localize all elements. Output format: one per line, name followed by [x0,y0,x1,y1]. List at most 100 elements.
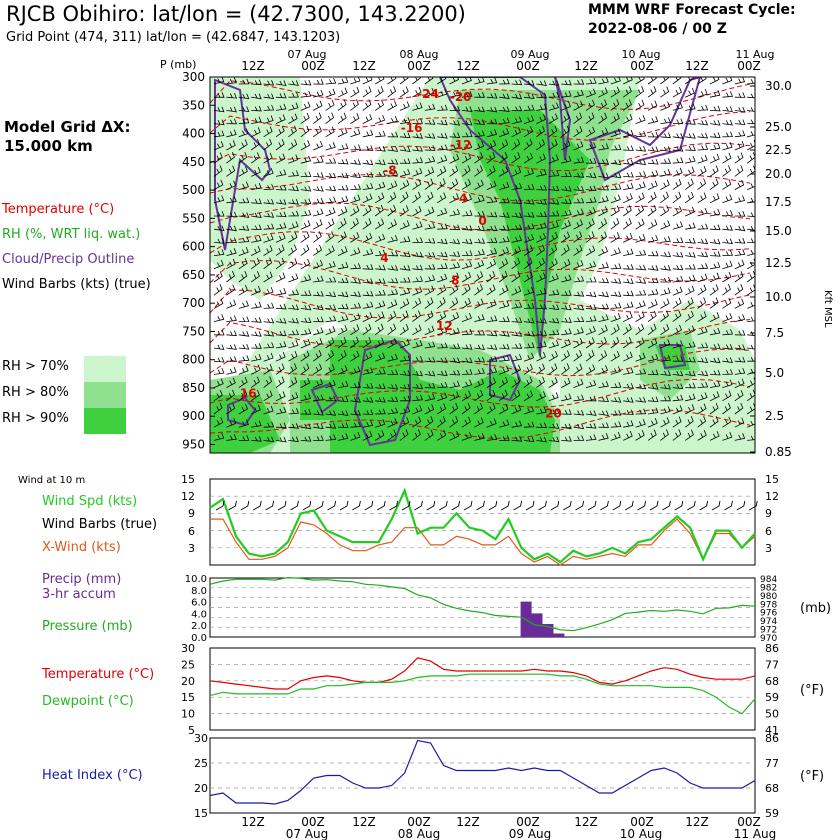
wind-barb [337,262,349,270]
wind-barb [436,403,447,415]
wind-barb [461,284,471,296]
wind-barb [511,389,521,402]
wind-barb [722,142,733,151]
wind-barb [585,196,597,204]
wind-barb [511,152,521,164]
wind-barb [585,207,596,217]
wind-barb [598,291,609,298]
wind-barb [213,389,223,402]
wind-barb [573,363,583,375]
wind-barb [474,165,483,177]
temp-right-tick: 77 [765,658,779,671]
wind-barb [300,328,312,336]
wind-barb [697,119,709,126]
wind-barb [561,436,572,442]
wind-barb [238,376,248,388]
height-tick-label: 5.0 [765,366,784,380]
wind-barb [313,290,324,297]
wind-barb [697,192,707,204]
wind-barb [263,80,275,86]
wind-barb [747,418,755,428]
wind-barb [412,86,422,98]
wind-barb [672,133,684,139]
wind-barb [288,185,299,192]
wind-barb [213,141,224,151]
wind-barb [684,429,694,441]
wind-barb [263,138,273,151]
wind-barb [709,430,720,441]
wind-barb [747,315,755,322]
wind-barb [437,88,448,98]
wind-barb [424,370,436,377]
wind-barb [635,249,647,256]
wind-barb [585,304,597,310]
legend-cloud: Cloud/Precip Outline [2,252,135,267]
wind-barb [672,356,684,362]
wind-barb [288,258,298,270]
wind-barb [337,231,347,243]
wind-barb [486,77,498,85]
wind-barb [474,179,484,190]
wind-barb [598,87,608,98]
wind-barb [598,127,609,138]
wind-barb [709,178,719,190]
wind-barb [350,231,360,243]
wind-barb [461,260,473,270]
wind-left-tick: 6 [188,525,195,538]
wind-barb [288,350,298,362]
wind-barb [288,232,298,243]
pressure-tick-label: 400 [182,127,205,141]
wind-barb [499,225,510,231]
wind-barb [226,180,237,190]
wind-barb [747,129,755,138]
wind-barb [275,406,287,415]
wind-barb [585,364,596,375]
wind-barb [263,271,273,283]
wind-barb [746,403,755,415]
wind-barb [486,299,497,309]
wind-barb [511,257,521,270]
wind-barb [375,145,386,152]
wind-barb [275,169,287,177]
wind-barb [610,410,622,416]
wind-barb [536,232,547,243]
wind-barb [660,395,671,402]
wind-barb [561,258,571,270]
surface-wind-barb [600,500,609,511]
wind-barb [350,263,361,270]
wind-barb [449,357,461,364]
wind-barb [548,273,559,283]
wind-barb [499,435,510,441]
wind-barb [573,231,583,243]
wind-barb [226,118,237,125]
wind-barb [412,394,423,402]
wind-barb [561,290,572,296]
wind-barb [387,250,399,257]
wind-barb [498,152,508,164]
wind-barb [226,330,238,337]
height-tick-label: 7.5 [765,326,784,340]
wind-barb [288,317,299,324]
wind-barb [635,181,646,190]
pressure-tick-label: 700 [182,296,205,310]
wind-barb [610,350,620,362]
wind-barb [548,317,560,324]
wind-barb [412,324,422,336]
wind-barb [709,391,720,402]
bottom-hour-label: 12Z [352,815,376,829]
temp-unit: (°F) [800,683,824,698]
wind-barb [313,208,324,217]
wind-barb [275,103,287,111]
wind-barb [288,392,299,402]
wind-barb [424,297,434,309]
wind-barb [511,79,523,86]
wind-barb [251,317,262,323]
wind-barb [374,204,384,217]
wind-barb [647,234,659,243]
wind-barb [226,211,238,218]
wind-barb [573,126,583,138]
wind-barb [498,270,508,283]
wind-barb [337,127,348,138]
wind-barb [474,140,485,151]
wind-barb [573,141,584,151]
